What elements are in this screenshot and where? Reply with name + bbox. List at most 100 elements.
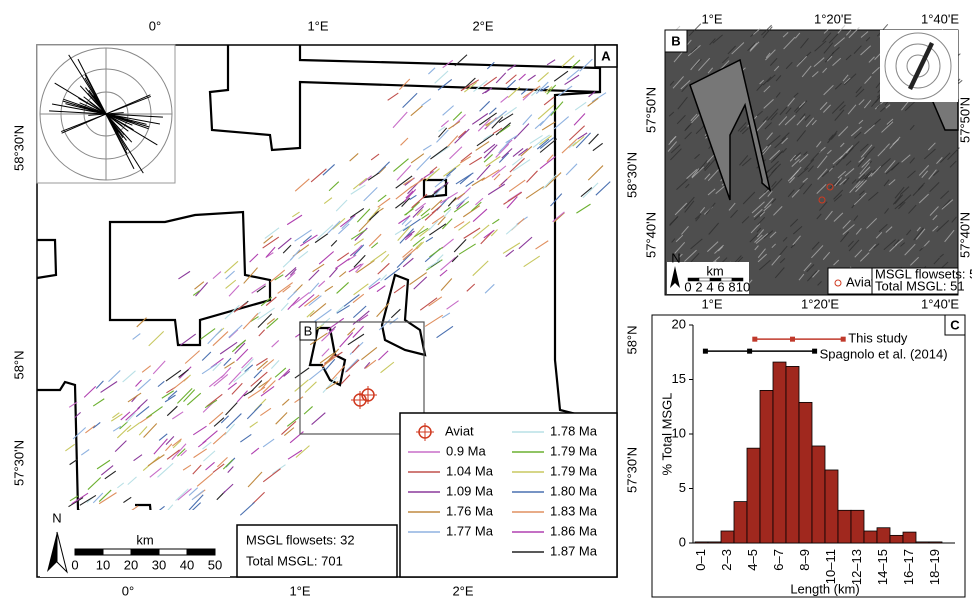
image-texture [695,216,700,222]
image-texture [739,126,747,133]
msgl [526,170,538,183]
map-tick-label: 0° [149,18,161,33]
image-texture [894,186,905,199]
msgl [475,141,490,151]
image-texture [889,244,898,252]
image-texture [801,65,812,78]
image-texture [753,28,761,35]
msgl [401,216,410,225]
image-texture [828,32,839,44]
image-texture [676,114,686,125]
image-texture [923,148,936,160]
msgl [344,358,359,373]
msgl [429,166,438,174]
range-point [702,348,708,354]
msgl [498,113,514,124]
msgl [283,370,291,377]
image-texture [901,154,911,163]
msgl [458,130,467,139]
image-texture [919,246,925,252]
msgl [224,304,240,320]
msgl [213,374,229,387]
image-texture [842,74,849,82]
msgl [455,196,470,207]
map-tick-label: 58°N [11,350,26,379]
msgl [520,88,529,95]
image-texture [707,188,716,196]
msgl [258,329,266,337]
image-texture [813,57,825,67]
range-point [747,348,753,354]
msgl [180,449,187,457]
image-texture [676,178,688,191]
msgl [196,472,214,487]
msgl [200,328,216,340]
msgl [535,240,549,250]
msgl [389,317,399,325]
x-tick-label: 4–5 [745,549,760,571]
msgl [552,211,565,223]
bar [850,509,865,544]
msgl [405,190,414,199]
msgl [446,167,457,177]
msgl [378,166,387,175]
msgl [157,462,174,478]
x-tick-label: 18–19 [927,549,942,585]
msgl [133,454,143,462]
msgl [266,318,275,325]
image-texture [951,216,957,223]
msgl [557,85,573,97]
image-texture [858,166,871,179]
image-texture [712,256,721,263]
image-texture [832,57,842,67]
image-texture [762,145,768,153]
x-tick-label: 10–11 [823,549,838,584]
image-texture [800,38,809,49]
msgl [460,79,480,92]
msgl [123,496,132,503]
msgl [466,283,476,292]
msgl [278,368,291,381]
msgl [353,244,365,257]
image-texture [792,152,802,160]
msgl [402,218,421,232]
image-texture [932,214,938,221]
image-texture [739,155,749,166]
image-texture [670,148,682,161]
image-texture [754,234,763,243]
msgl [363,186,378,202]
bar [863,530,878,544]
msgl [253,369,263,379]
msgl [398,215,411,225]
image-texture [892,194,902,205]
image-texture [860,45,872,56]
msgl [287,290,298,301]
msgl [116,424,132,439]
msgl [234,342,246,355]
msgl [236,348,249,362]
msgl [345,359,360,373]
msgl [193,448,207,459]
msgl [491,165,507,178]
boundary [380,273,427,357]
image-texture [803,151,808,156]
msgl [404,219,412,227]
image-texture [822,67,828,73]
image-texture [721,56,730,64]
msgl [164,394,176,403]
msgl [416,209,424,217]
image-texture [757,248,766,259]
msgl [454,54,468,67]
image-texture [668,111,675,117]
image-texture [804,159,815,171]
msgl [176,448,186,457]
scale-bg [40,510,230,577]
image-texture [833,259,840,266]
map-tick-label: 57°30'N [11,440,26,486]
msgl [257,307,275,321]
image-texture [850,126,862,137]
msgl [507,191,522,202]
msgl [412,236,425,247]
image-texture [742,191,756,205]
image-texture [782,32,789,38]
